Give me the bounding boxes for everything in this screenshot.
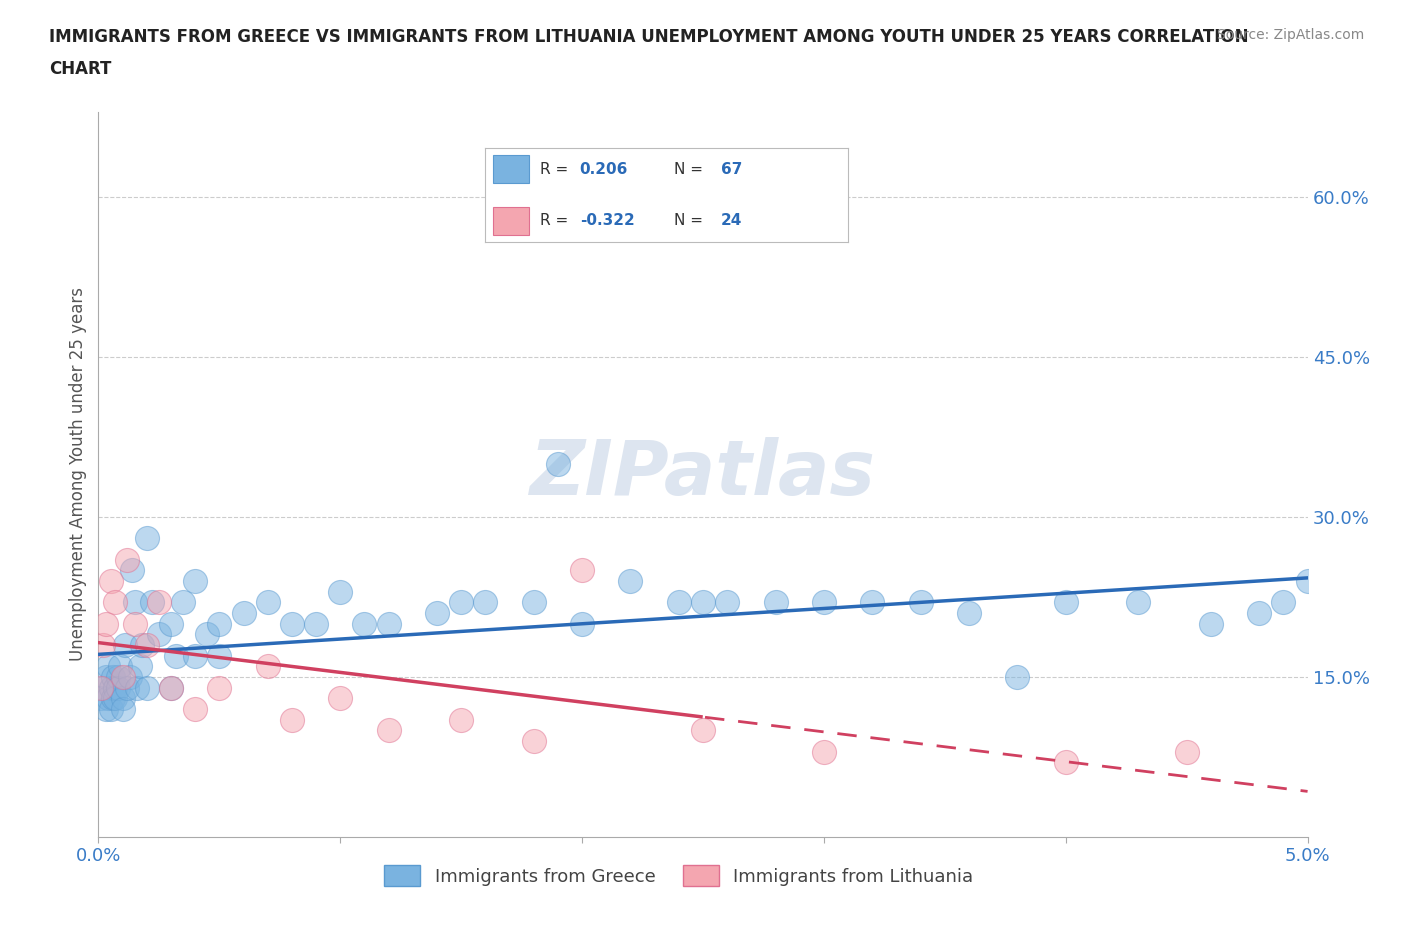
Point <box>195 627 218 642</box>
Point <box>160 680 183 695</box>
Point <box>104 680 127 695</box>
Point <box>100 574 122 589</box>
Text: IMMIGRANTS FROM GREECE VS IMMIGRANTS FROM LITHUANIA UNEMPLOYMENT AMONG YOUTH UND: IMMIGRANTS FROM GREECE VS IMMIGRANTS FRO… <box>49 28 1249 46</box>
Point <box>1054 595 1077 610</box>
Point <box>692 595 714 610</box>
Point <box>957 605 980 620</box>
Point <box>426 605 449 620</box>
Point <box>353 617 375 631</box>
Point <box>813 744 835 759</box>
Point <box>281 712 304 727</box>
Point <box>124 617 146 631</box>
Point <box>329 691 352 706</box>
Point <box>118 670 141 684</box>
Point <box>450 595 472 610</box>
Point <box>165 648 187 663</box>
Point <box>910 595 932 610</box>
Point <box>1054 755 1077 770</box>
Point <box>474 595 496 610</box>
Point <box>101 670 124 684</box>
Point <box>160 680 183 695</box>
Point <box>107 670 129 684</box>
Point <box>184 574 207 589</box>
Text: Source: ZipAtlas.com: Source: ZipAtlas.com <box>1216 28 1364 42</box>
Point <box>523 734 546 749</box>
Text: ZIPatlas: ZIPatlas <box>530 437 876 512</box>
Point <box>91 638 114 653</box>
Point <box>256 595 278 610</box>
Point <box>547 457 569 472</box>
Point <box>281 617 304 631</box>
Point <box>716 595 738 610</box>
Point <box>571 617 593 631</box>
Point <box>94 670 117 684</box>
Point <box>91 680 114 695</box>
Point <box>124 595 146 610</box>
Point <box>619 574 641 589</box>
Point <box>135 638 157 653</box>
Point <box>232 605 254 620</box>
Point <box>571 563 593 578</box>
Point <box>523 595 546 610</box>
Point <box>111 701 134 716</box>
Point <box>668 595 690 610</box>
Point <box>131 638 153 653</box>
Point <box>377 723 399 737</box>
Point <box>1199 617 1222 631</box>
Point <box>765 595 787 610</box>
Point <box>111 670 134 684</box>
Point <box>97 691 120 706</box>
Point <box>111 691 134 706</box>
Point <box>208 680 231 695</box>
Point <box>100 680 122 695</box>
Point <box>172 595 194 610</box>
Y-axis label: Unemployment Among Youth under 25 years: Unemployment Among Youth under 25 years <box>69 287 87 661</box>
Point <box>184 701 207 716</box>
Point <box>813 595 835 610</box>
Point <box>117 680 139 695</box>
Point <box>256 658 278 673</box>
Point <box>1272 595 1295 610</box>
Point <box>860 595 883 610</box>
Point <box>108 658 131 673</box>
Point <box>148 627 170 642</box>
Point <box>104 691 127 706</box>
Point <box>94 617 117 631</box>
Legend: Immigrants from Greece, Immigrants from Lithuania: Immigrants from Greece, Immigrants from … <box>377 858 980 893</box>
Point <box>107 680 129 695</box>
Point <box>128 658 150 673</box>
Point <box>1128 595 1150 610</box>
Point <box>450 712 472 727</box>
Point <box>148 595 170 610</box>
Point <box>121 563 143 578</box>
Point <box>141 595 163 610</box>
Text: CHART: CHART <box>49 60 111 78</box>
Point <box>1296 574 1319 589</box>
Point <box>1249 605 1271 620</box>
Point <box>329 584 352 599</box>
Point <box>135 531 157 546</box>
Point <box>90 680 112 695</box>
Point <box>90 691 112 706</box>
Point <box>377 617 399 631</box>
Point <box>1175 744 1198 759</box>
Point <box>160 617 183 631</box>
Point <box>114 638 136 653</box>
Point <box>104 595 127 610</box>
Point <box>184 648 207 663</box>
Point <box>94 701 117 716</box>
Point <box>1007 670 1029 684</box>
Point <box>208 648 231 663</box>
Point <box>117 552 139 567</box>
Point <box>692 723 714 737</box>
Point <box>305 617 328 631</box>
Point <box>208 617 231 631</box>
Point <box>135 680 157 695</box>
Point <box>127 680 149 695</box>
Point <box>97 658 120 673</box>
Point <box>100 701 122 716</box>
Point <box>101 691 124 706</box>
